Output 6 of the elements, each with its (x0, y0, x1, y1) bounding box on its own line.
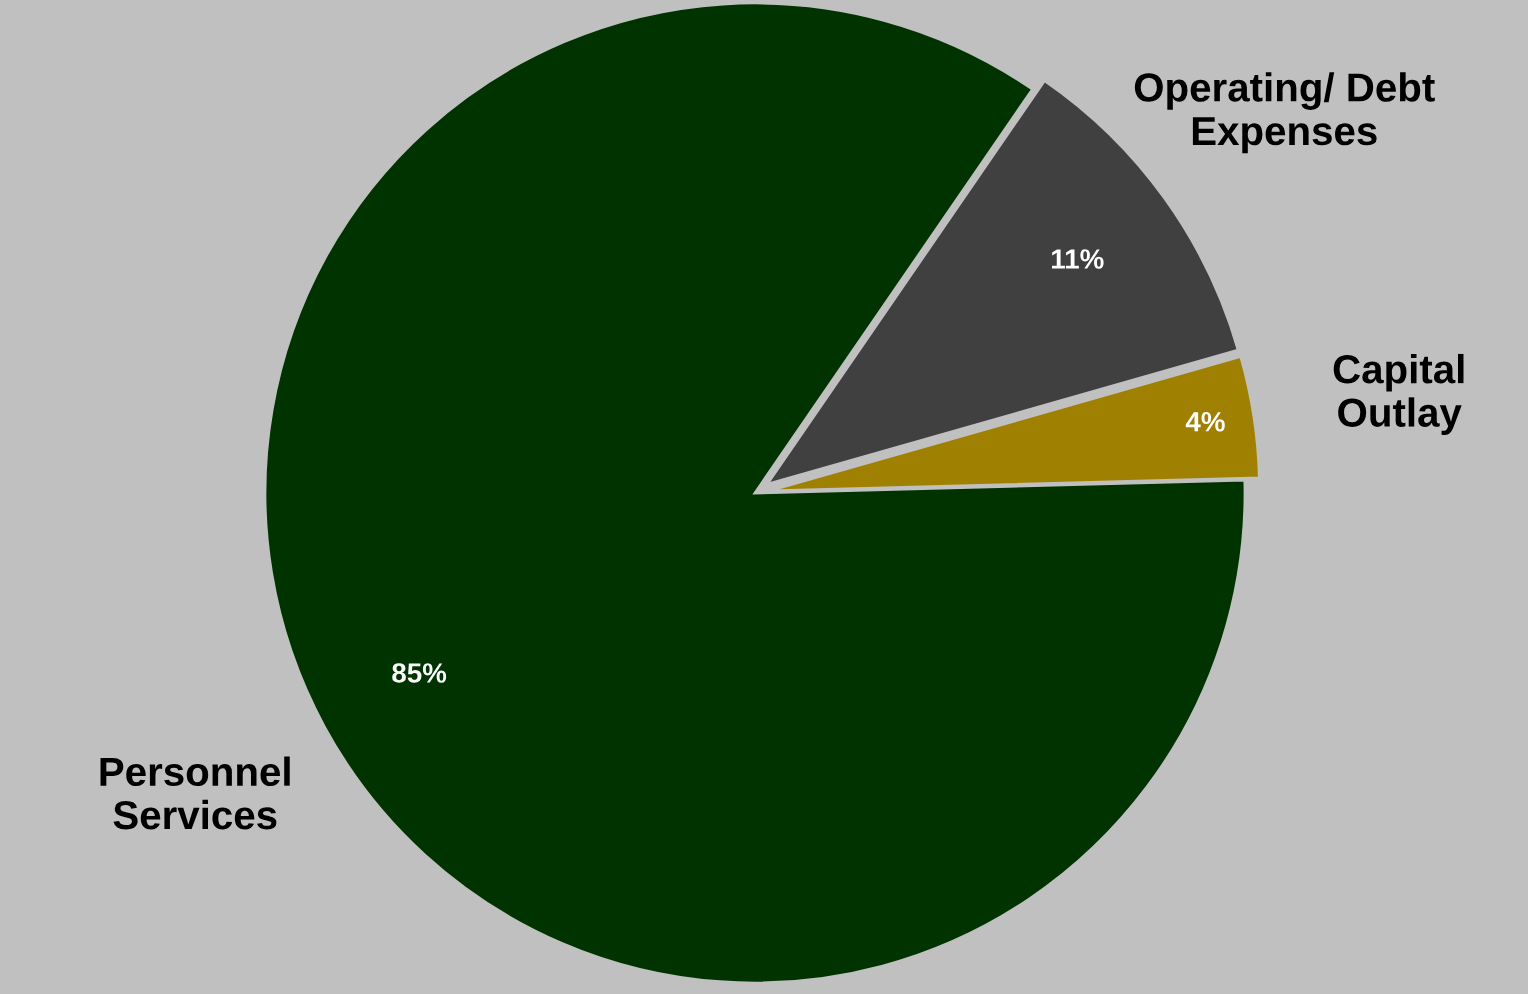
data-label: 11% (1052, 249, 1104, 269)
slice-label: Capital Outlay (1333, 353, 1464, 435)
slice-label: Personnel Services (100, 756, 290, 830)
data-label: 85% (392, 663, 447, 683)
data-label: 4% (1185, 411, 1225, 432)
slice-label: Operating/ Debt Expenses (1134, 72, 1435, 154)
